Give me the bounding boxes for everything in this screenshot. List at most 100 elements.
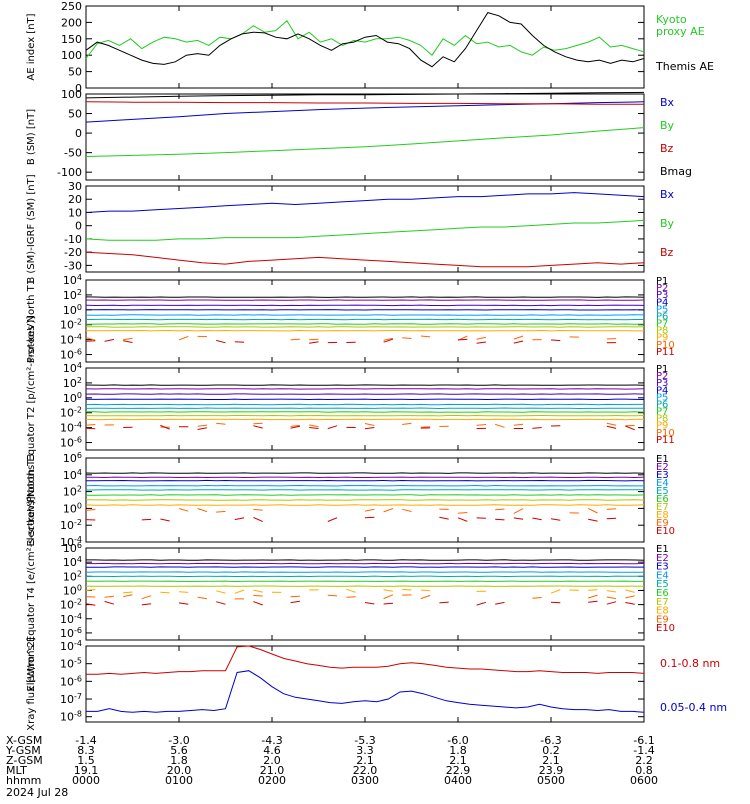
y-tick-label: 250 xyxy=(61,0,82,13)
y-tick-label: 10-4 xyxy=(60,333,82,347)
series-line-e1 xyxy=(86,473,644,474)
legend-p11: P11 xyxy=(656,347,675,358)
series-segment-e9 xyxy=(421,595,430,598)
y-axis-label: B (SM) [nT] xyxy=(26,109,37,165)
series-segment-e8 xyxy=(253,590,262,592)
series-segment-p11 xyxy=(625,426,634,430)
series-segment-p10 xyxy=(514,424,523,425)
series-segment-p11 xyxy=(105,339,114,341)
legend-by: By xyxy=(660,119,675,132)
series-segment-p10 xyxy=(421,336,430,337)
series-line-e5 xyxy=(86,490,644,491)
series-segment-p11 xyxy=(551,340,560,341)
panel-frame xyxy=(86,94,644,180)
series-segment-e9 xyxy=(179,509,188,512)
ephemeris-value: 0100 xyxy=(165,774,193,787)
y-axis-label: Xray flux [W/m^2] xyxy=(26,637,37,731)
series-line-p3 xyxy=(86,305,644,306)
series-segment-e9 xyxy=(588,595,597,598)
series-segment-e10 xyxy=(253,602,262,606)
y-tick-label: 0 xyxy=(75,127,82,140)
series-segment-e8 xyxy=(235,590,244,593)
y-tick-label: 10-2 xyxy=(60,598,82,612)
y-tick-label: 100 xyxy=(63,501,82,515)
series-line-p9 xyxy=(86,419,644,420)
series-segment-e8 xyxy=(160,592,169,593)
series-segment-p10 xyxy=(253,423,262,424)
legend-e10: E10 xyxy=(656,526,675,537)
series-segment-e8 xyxy=(625,590,634,593)
series-segment-e10 xyxy=(253,517,262,521)
series-segment-p10 xyxy=(495,424,504,427)
series-segment-e8 xyxy=(346,589,355,592)
y-tick-label: 10-2 xyxy=(60,318,82,332)
y-tick-label: 100 xyxy=(61,88,82,101)
panel-frame xyxy=(86,368,644,450)
ephemeris-value: 0500 xyxy=(537,774,565,787)
series-segment-p10 xyxy=(309,339,318,340)
series-segment-e9 xyxy=(105,596,114,597)
series-segment-e8 xyxy=(607,591,616,592)
series-line-kyoto-proxy-ae xyxy=(86,21,644,59)
series-line-e7 xyxy=(86,500,644,501)
series-line-e3 xyxy=(86,480,644,481)
series-segment-e8 xyxy=(123,592,132,593)
y-tick-label: 20 xyxy=(68,193,82,206)
series-segment-p10 xyxy=(514,336,523,339)
series-segment-e10 xyxy=(328,518,337,522)
series-segment-e9 xyxy=(86,510,95,511)
series-segment-e9 xyxy=(198,597,207,598)
series-segment-e9 xyxy=(607,597,616,599)
series-segment-p11 xyxy=(235,342,244,343)
series-segment-e9 xyxy=(607,509,616,510)
y-axis-label: AE index [nT] xyxy=(26,13,37,80)
series-line-p1 xyxy=(86,297,644,298)
series-segment-p10 xyxy=(216,423,225,424)
legend-bx: Bx xyxy=(660,188,675,201)
y-tick-label: 100 xyxy=(63,303,82,317)
y-tick-label: 200 xyxy=(61,16,82,29)
y-tick-label: 104 xyxy=(63,555,82,569)
series-segment-e9 xyxy=(588,508,597,513)
ephemeris-value: 0300 xyxy=(351,774,379,787)
series-segment-e8 xyxy=(402,589,411,590)
series-segment-e10 xyxy=(495,602,504,604)
y-tick-label: 104 xyxy=(63,273,82,287)
y-tick-label: 10-6 xyxy=(60,436,82,450)
series-segment-e9 xyxy=(495,509,504,510)
series-segment-p11 xyxy=(532,428,541,429)
series-segment-e10 xyxy=(477,602,486,605)
series-segment-e8 xyxy=(551,590,560,594)
legend-bz: Bz xyxy=(660,142,674,155)
series-segment-p11 xyxy=(328,426,337,429)
series-segment-p11 xyxy=(458,339,467,340)
series-segment-p11 xyxy=(253,426,262,428)
y-tick-label: 10-6 xyxy=(60,626,82,640)
series-line-by xyxy=(86,128,644,157)
series-line-e4 xyxy=(86,486,644,487)
series-segment-p10 xyxy=(477,337,486,339)
series-segment-e10 xyxy=(458,518,467,522)
series-segment-e10 xyxy=(439,517,448,519)
series-segment-e10 xyxy=(384,603,393,604)
series-segment-p11 xyxy=(309,428,318,429)
series-segment-e10 xyxy=(142,604,151,605)
series-segment-e10 xyxy=(439,602,448,603)
legend-p11: P11 xyxy=(656,435,675,446)
series-line-themis-ae xyxy=(86,13,644,67)
series-segment-e10 xyxy=(625,603,634,605)
series-segment-e10 xyxy=(142,519,151,520)
y-tick-label: 10-6 xyxy=(60,674,82,688)
y-tick-label: 10 xyxy=(68,206,82,219)
series-segment-e9 xyxy=(384,509,393,512)
series-segment-e9 xyxy=(384,595,393,599)
series-line-0-05-0-4-nm xyxy=(86,671,644,713)
y-tick-label: 102 xyxy=(63,288,82,302)
y-tick-label: 30 xyxy=(68,180,82,193)
series-segment-e9 xyxy=(532,598,541,599)
series-segment-p11 xyxy=(365,428,374,429)
y-tick-label: 10-8 xyxy=(60,710,82,724)
ephemeris-value: 0400 xyxy=(444,774,472,787)
